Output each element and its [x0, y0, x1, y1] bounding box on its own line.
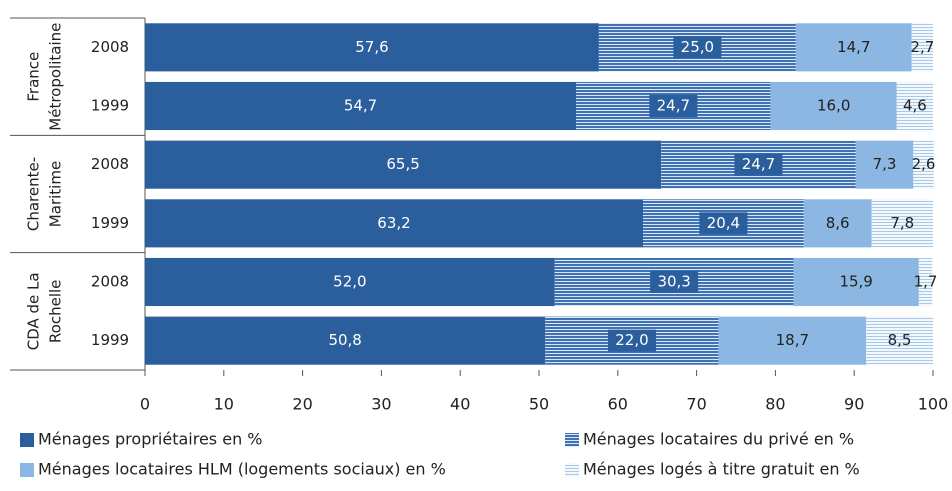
label-box	[699, 212, 748, 235]
y-tick-label: 2008	[91, 273, 129, 291]
bar-segment	[145, 81, 577, 131]
label-box	[734, 153, 783, 176]
data-label: 7,3	[873, 155, 897, 173]
data-label: 18,7	[776, 331, 809, 349]
data-label: 2,6	[912, 155, 936, 173]
bar-segment	[145, 316, 546, 365]
data-label: 24,7	[657, 97, 690, 115]
group-label: Maritime	[47, 161, 65, 227]
data-label: 30,3	[657, 273, 690, 291]
bar-segment	[793, 257, 919, 307]
bar-segment	[145, 140, 662, 189]
data-label: 16,0	[817, 97, 850, 115]
data-label: 1,7	[914, 273, 938, 291]
legend-label: Ménages propriétaires en %	[38, 430, 263, 449]
data-label: 2,7	[910, 38, 934, 56]
x-tick-label: 20	[292, 395, 312, 414]
y-tick-label: 1999	[91, 97, 129, 115]
x-tick-label: 90	[844, 395, 864, 414]
legend-swatch	[20, 433, 34, 447]
data-label: 54,7	[344, 97, 377, 115]
group-label: Métropolitaine	[47, 23, 65, 131]
x-tick-label: 70	[686, 395, 706, 414]
group-label: CDA de La	[25, 272, 43, 350]
data-label: 4,6	[903, 97, 927, 115]
data-label: 7,8	[890, 214, 914, 232]
bar-segment	[913, 140, 934, 189]
bar-segment	[866, 316, 933, 365]
bar-segment	[770, 81, 897, 131]
data-label: 24,7	[742, 155, 775, 173]
data-label: 14,7	[837, 38, 870, 56]
data-label: 65,5	[386, 155, 419, 173]
bar-segment	[145, 257, 555, 307]
bar-segment	[795, 23, 912, 72]
data-label: 25,0	[681, 38, 714, 56]
bar-segment	[718, 316, 867, 365]
group-label: France	[25, 52, 43, 102]
legend-swatch	[565, 433, 579, 447]
x-tick-label: 40	[450, 395, 470, 414]
x-tick-label: 60	[608, 395, 628, 414]
data-label: 63,2	[377, 214, 410, 232]
bar-segment	[896, 81, 933, 131]
y-tick-label: 2008	[91, 155, 129, 173]
bar-segment	[855, 140, 914, 189]
label-box	[673, 36, 722, 59]
legend-swatch	[565, 463, 579, 477]
legend-label: Ménages locataires du privé en %	[583, 430, 854, 449]
label-box	[650, 271, 699, 293]
group-label: Rochelle	[47, 280, 65, 343]
group-label: Charente-	[25, 157, 43, 231]
y-tick-label: 1999	[91, 331, 129, 349]
bar-segment	[145, 199, 644, 248]
data-label: 20,4	[707, 214, 740, 232]
data-label: 15,9	[839, 273, 872, 291]
x-tick-label: 80	[765, 395, 785, 414]
y-tick-label: 2008	[91, 38, 129, 56]
y-tick-label: 1999	[91, 214, 129, 232]
data-label: 8,5	[888, 331, 912, 349]
label-box	[649, 95, 698, 117]
bar-segment	[145, 23, 599, 72]
bar-segment	[911, 23, 933, 72]
x-tick-label: 0	[140, 395, 150, 414]
x-tick-label: 50	[529, 395, 549, 414]
label-box	[607, 329, 656, 352]
data-label: 22,0	[615, 331, 648, 349]
legend-label: Ménages locataires HLM (logements sociau…	[38, 460, 446, 479]
x-tick-label: 10	[214, 395, 234, 414]
bar-segment	[918, 257, 933, 307]
bar-segment	[803, 199, 872, 248]
data-label: 57,6	[355, 38, 388, 56]
data-label: 50,8	[328, 331, 361, 349]
legend-swatch	[20, 463, 34, 477]
data-label: 8,6	[826, 214, 850, 232]
x-tick-label: 100	[918, 395, 949, 414]
data-label: 52,0	[333, 273, 366, 291]
x-tick-label: 30	[371, 395, 391, 414]
legend-label: Ménages logés à titre gratuit en %	[583, 460, 860, 479]
bar-segment	[871, 199, 933, 248]
